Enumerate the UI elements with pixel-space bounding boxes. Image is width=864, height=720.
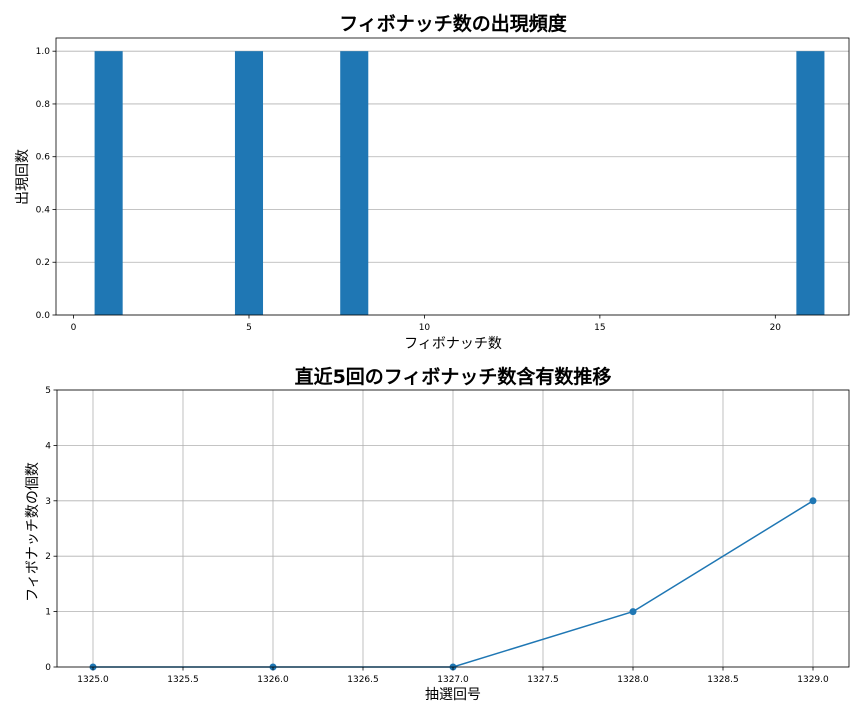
line-chart-x-tick-label: 1329.0 bbox=[797, 675, 829, 685]
line-chart-x-tick-label: 1328.0 bbox=[617, 675, 649, 685]
bar bbox=[94, 51, 123, 315]
bar-chart-frame bbox=[55, 37, 850, 316]
bar-chart-bars bbox=[94, 51, 825, 315]
line-chart-title: 直近5回のフィボナッチ数含有数推移 bbox=[295, 365, 612, 388]
bar-chart-grid bbox=[56, 50, 849, 316]
data-point bbox=[809, 497, 817, 505]
line-chart-x-tick-label: 1326.0 bbox=[257, 675, 289, 685]
bar-chart-y-tick-label: 0.6 bbox=[36, 153, 51, 163]
bar-chart-y-tick-label: 0.0 bbox=[36, 311, 51, 321]
bar bbox=[340, 51, 369, 315]
line-chart-x-ticks: 1325.0 1325.5 1326.0 1326.5 1327.0 1327.5 1328… bbox=[77, 667, 829, 685]
bar-chart-y-tick-label: 0.2 bbox=[36, 258, 50, 268]
bar-chart-x-tick-label: 10 bbox=[419, 323, 431, 333]
line-chart-y-label: フィボナッチ数の個数 bbox=[25, 462, 41, 602]
bar-chart-y-label: 出現回数 bbox=[15, 149, 31, 205]
bar-chart-y-tick-label: 0.4 bbox=[36, 205, 51, 215]
line-chart-x-tick-label: 1325.5 bbox=[167, 675, 199, 685]
line-chart-x-tick-label: 1325.0 bbox=[77, 675, 109, 685]
line-chart-x-tick-label: 1327.5 bbox=[527, 675, 559, 685]
bar-chart-x-label: フィボナッチ数 bbox=[404, 336, 502, 352]
bar-chart-y-tick-label: 1.0 bbox=[36, 47, 51, 57]
bar bbox=[234, 51, 264, 315]
data-point bbox=[629, 608, 637, 616]
line-chart-grid bbox=[57, 389, 849, 668]
bar-chart-x-tick-label: 5 bbox=[246, 323, 252, 333]
bar-chart-x-ticks: 0 5 10 15 20 bbox=[71, 315, 782, 333]
line-chart-x-label: 抽選回号 bbox=[425, 687, 481, 703]
bar-chart-y-tick-label: 0.8 bbox=[36, 100, 51, 110]
bar-chart-x-tick-label: 0 bbox=[71, 323, 77, 333]
line-chart-x-tick-label: 1327.0 bbox=[437, 675, 469, 685]
bar-chart-x-tick-label: 15 bbox=[594, 323, 605, 333]
bar-chart-title: フィボナッチ数の出現頻度 bbox=[339, 12, 568, 35]
line-chart-y-tick-label: 2 bbox=[45, 552, 51, 562]
line-chart: 直近5回のフィボナッチ数含有数推移 1325.0 1325.5 1326.0 1326… bbox=[25, 365, 850, 703]
line-chart-y-tick-label: 1 bbox=[45, 608, 51, 618]
line-chart-y-tick-label: 0 bbox=[45, 663, 51, 673]
bar-chart-y-ticks: 0.0 0.2 0.4 0.6 0.8 1.0 bbox=[36, 47, 56, 321]
bar-chart: フィボナッチ数の出現頻度 0 5 10 15 20 0.0 0.2 0.4 0.6 0.8 1.0… bbox=[15, 12, 850, 352]
line-chart-y-ticks: 0 1 2 3 4 5 bbox=[45, 386, 57, 673]
line-chart-y-tick-label: 3 bbox=[45, 497, 51, 507]
line-chart-x-tick-label: 1326.5 bbox=[347, 675, 379, 685]
bar bbox=[796, 51, 825, 315]
bar-chart-x-tick-label: 20 bbox=[770, 323, 782, 333]
line-chart-y-tick-label: 4 bbox=[45, 441, 51, 451]
line-chart-x-tick-label: 1328.5 bbox=[707, 675, 739, 685]
line-chart-y-tick-label: 5 bbox=[45, 386, 51, 396]
